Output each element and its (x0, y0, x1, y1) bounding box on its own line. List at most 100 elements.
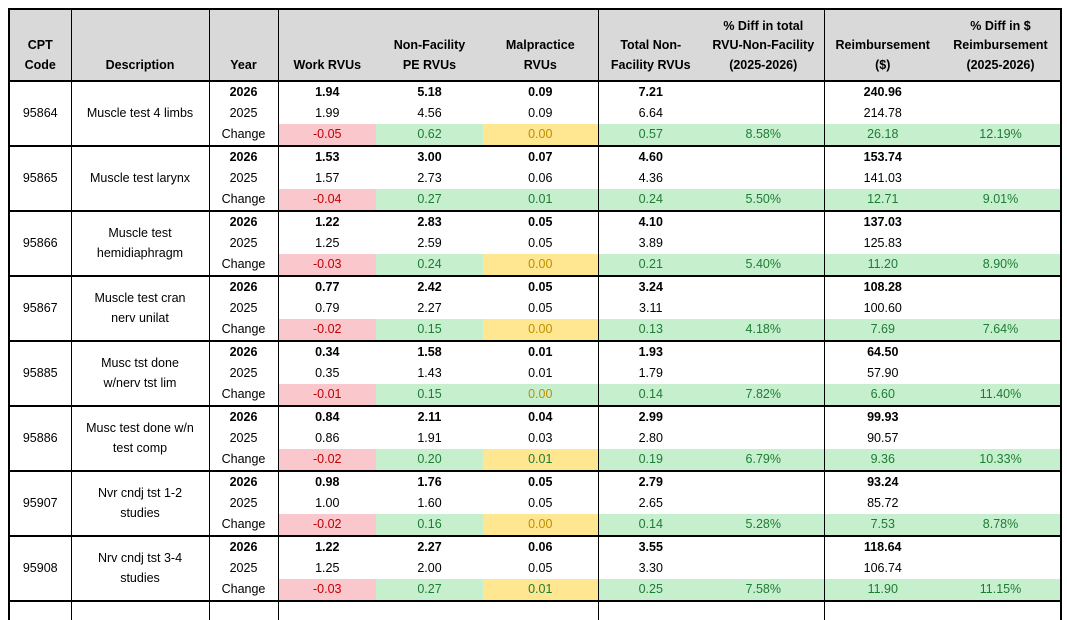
cell-year: 2026 (208, 405, 278, 428)
cell-reimb: 214.78 (823, 103, 941, 124)
cell-pe: 0.20 (376, 449, 483, 471)
cell-malp: 0.05 (483, 210, 598, 233)
cpt-code-cell: 95907 (9, 470, 71, 536)
cutoff-cell-1 (70, 600, 209, 620)
cell-total: 3.55 (597, 535, 703, 558)
cell-reimb: 57.90 (823, 363, 941, 384)
cell-work: -0.02 (277, 449, 376, 471)
cell-total: 4.10 (597, 210, 703, 233)
change-row-95885: Change -0.01 0.15 0.00 0.14 7.82% 6.60 11.40% (9, 384, 1061, 406)
year-row-95907-2025: 2025 1.00 1.60 0.05 2.65 85.72 (9, 493, 1061, 514)
cell-reimb-diff: 12.19% (941, 124, 1061, 146)
cell-work: 0.98 (277, 470, 376, 493)
change-row-95907: Change -0.02 0.16 0.00 0.14 5.28% 7.53 8.78% (9, 514, 1061, 536)
cutoff-cell-3 (277, 600, 376, 620)
cell-malp: 0.01 (483, 189, 598, 211)
cell-year: 2025 (208, 298, 278, 319)
cutoff-cell-7 (703, 600, 824, 620)
cell-malp: 0.01 (483, 449, 598, 471)
cell-pe: 1.58 (376, 340, 483, 363)
cutoff-cell-2 (208, 600, 278, 620)
cell-year: Change (208, 319, 278, 341)
col-header-year: Year (208, 9, 278, 82)
cell-year: Change (208, 254, 278, 276)
cell-reimb: 100.60 (823, 298, 941, 319)
cell-year: 2026 (208, 145, 278, 168)
change-row-95866: Change -0.03 0.24 0.00 0.21 5.40% 11.20 8.90% (9, 254, 1061, 276)
rvu-comparison-table: CPT Code Description Year Work RVUs Non-Facil… (8, 8, 1062, 620)
cell-pe: 0.15 (376, 319, 483, 341)
cell-reimb-diff: 7.64% (941, 319, 1061, 341)
cell-pe: 0.62 (376, 124, 483, 146)
cpt-code-cell: 95885 (9, 340, 71, 406)
cell-year: 2026 (208, 80, 278, 103)
cell-reimb-diff (941, 210, 1061, 233)
cell-reimb: 118.64 (823, 535, 941, 558)
cell-year: 2026 (208, 470, 278, 493)
col-header-description: Description (70, 9, 209, 82)
description-cell: Nvr cndj tst 1-2 studies (70, 470, 209, 536)
description-cell: Musc test done w/n test comp (70, 405, 209, 471)
cell-work: 0.79 (277, 298, 376, 319)
cell-total-diff (703, 210, 824, 233)
cell-pe: 2.59 (417, 235, 442, 250)
cell-reimb: 93.24 (823, 470, 941, 493)
cutoff-cell-9 (941, 600, 1061, 620)
description-cell: Muscle test larynx (70, 145, 209, 211)
cell-work: 1.57 (277, 168, 376, 189)
cell-reimb-diff (941, 233, 1061, 254)
cell-malp: 0.04 (483, 405, 598, 428)
cell-reimb: 9.36 (823, 449, 941, 471)
cell-reimb: 11.20 (823, 254, 941, 276)
cell-total: 4.60 (597, 145, 703, 168)
cell-total-diff (703, 405, 824, 428)
change-row-95865: Change -0.04 0.27 0.01 0.24 5.50% 12.71 9.01% (9, 189, 1061, 211)
col-header-pct-diff-total-rvu: % Diff in total RVU-Non-Facility (2025-202… (703, 9, 824, 82)
cell-reimb-diff: 9.01% (941, 189, 1061, 211)
cell-reimb: 90.57 (823, 428, 941, 449)
cell-total: 3.11 (597, 298, 703, 319)
cell-pe: 0.16 (376, 514, 483, 536)
cell-year: Change (208, 384, 278, 406)
table-bottom-partial-row (9, 600, 1061, 620)
cell-pe: 2.27 (376, 535, 483, 558)
cutoff-cell-8 (823, 600, 941, 620)
cell-reimb-diff (941, 275, 1061, 298)
cell-total: 0.19 (597, 449, 703, 471)
cell-pe: 2.00 (417, 560, 442, 575)
cell-work: 0.84 (277, 405, 376, 428)
cell-work: 1.22 (277, 535, 376, 558)
description-cell: Muscle test hemidiaphragm (70, 210, 209, 276)
cell-reimb-diff (941, 493, 1061, 514)
table-header-row: CPT Code Description Year Work RVUs Non-Facil… (9, 9, 1061, 82)
year-row-95864-2025: 2025 1.99 4.56 0.09 6.64 214.78 (9, 103, 1061, 124)
cell-work: 1.25 (277, 558, 376, 579)
cell-total: 6.64 (597, 103, 703, 124)
cell-year: 2026 (208, 210, 278, 233)
cell-total-diff: 5.50% (703, 189, 824, 211)
cell-reimb-diff (941, 405, 1061, 428)
cell-reimb-diff: 11.40% (941, 384, 1061, 406)
cell-reimb: 85.72 (823, 493, 941, 514)
cell-year: 2025 (208, 558, 278, 579)
cell-total-diff: 5.40% (703, 254, 824, 276)
cell-reimb: 153.74 (823, 145, 941, 168)
cell-total-diff: 7.82% (703, 384, 824, 406)
cell-work: -0.05 (277, 124, 376, 146)
cell-total-diff (703, 340, 824, 363)
cell-malp: 0.05 (528, 300, 553, 315)
cpt-code-cell: 95866 (9, 210, 71, 276)
col-header-work-rvus: Work RVUs (277, 9, 376, 82)
cell-reimb: 240.96 (823, 80, 941, 103)
cell-pe: 0.24 (376, 254, 483, 276)
cell-year: 2025 (208, 493, 278, 514)
cell-year: Change (208, 579, 278, 601)
cell-reimb: 64.50 (823, 340, 941, 363)
cell-malp: 0.05 (528, 235, 553, 250)
cell-pe: 2.27 (417, 300, 442, 315)
cell-work: -0.01 (277, 384, 376, 406)
cell-year: 2026 (208, 340, 278, 363)
year-row-95864-2026: 95864 Muscle test 4 limbs 2026 1.94 5.18 0.09… (9, 80, 1061, 146)
cell-total: 0.13 (597, 319, 703, 341)
cell-total: 0.21 (597, 254, 703, 276)
